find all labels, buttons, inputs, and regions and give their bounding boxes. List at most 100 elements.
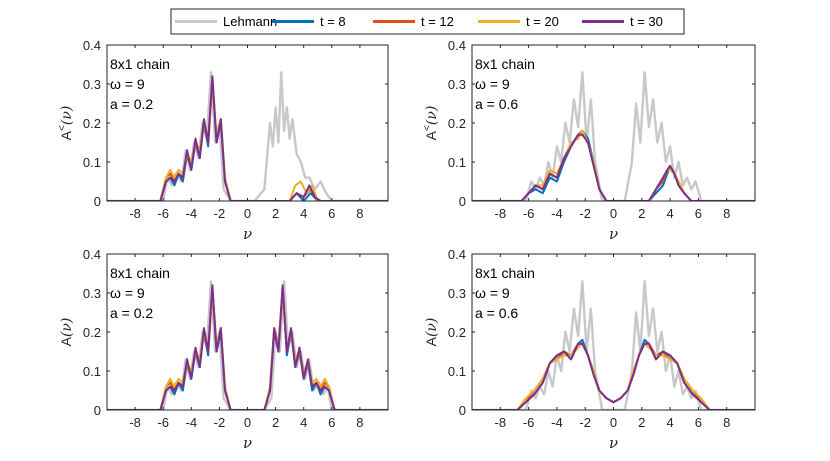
y-tick-label: 0.2 bbox=[83, 116, 101, 131]
y-axis-label-arg: (ν) bbox=[59, 318, 75, 337]
legend-entry-lehmann: Lehmann bbox=[175, 14, 277, 29]
x-tick-label: 2 bbox=[272, 415, 279, 430]
annotation-omega: ω = 9 bbox=[110, 285, 145, 301]
y-tick-label: 0.3 bbox=[448, 77, 466, 92]
annotation-system: 8x1 chain bbox=[110, 265, 170, 281]
x-axis-label: ν bbox=[243, 434, 252, 452]
annotation-system: 8x1 chain bbox=[110, 56, 170, 72]
x-axis-label: ν bbox=[609, 434, 618, 452]
y-axis-label-main: A bbox=[58, 130, 74, 140]
y-tick-label: 0.4 bbox=[448, 38, 466, 53]
series-line-t-20 bbox=[107, 292, 388, 410]
series-line-t-30 bbox=[107, 284, 388, 410]
y-axis-label: A<(ν) bbox=[422, 106, 440, 141]
y-tick-label: 0 bbox=[459, 403, 466, 418]
series-line-t-30 bbox=[472, 342, 755, 410]
x-tick-label: 8 bbox=[723, 206, 730, 221]
y-axis-label: A<(ν) bbox=[57, 106, 75, 141]
series-line-lehmann bbox=[107, 71, 388, 201]
x-tick-label: -2 bbox=[214, 206, 226, 221]
y-axis-label-sup: < bbox=[57, 125, 68, 131]
plot-area-top-right bbox=[472, 45, 755, 201]
x-tick-label: 4 bbox=[666, 206, 673, 221]
y-tick-label: 0.2 bbox=[83, 325, 101, 340]
x-tick-label: -6 bbox=[157, 206, 169, 221]
panel-top-right: -8 -6 -4 -2 0 2 4 6 8 0 0.1 0.2 0.3 0.4 ν A<(ν) 8x1 chai… bbox=[422, 38, 756, 243]
plot-area-bottom-left bbox=[107, 254, 388, 410]
y-tick-label: 0 bbox=[94, 194, 101, 209]
annotation-omega: ω = 9 bbox=[110, 76, 145, 92]
legend-label-lehmann: Lehmann bbox=[223, 14, 277, 29]
x-tick-label: 0 bbox=[610, 206, 617, 221]
y-axis-label-main: A bbox=[423, 336, 439, 346]
y-tick-label: 0.1 bbox=[83, 155, 101, 170]
x-tick-label: 4 bbox=[300, 206, 307, 221]
series-group-bottom-right bbox=[472, 280, 755, 410]
x-axis-label: ν bbox=[609, 225, 618, 243]
series-line-t-8 bbox=[107, 288, 388, 410]
x-tick-label: -4 bbox=[186, 415, 198, 430]
legend-label-t-8: t = 8 bbox=[320, 14, 346, 29]
x-tick-label: 8 bbox=[356, 206, 363, 221]
legend-label-t-30: t = 30 bbox=[630, 14, 663, 29]
legend: Lehmann t = 8 t = 12 t = 20 t = 30 bbox=[170, 8, 685, 35]
y-tick-label: 0 bbox=[94, 403, 101, 418]
y-tick-label: 0.2 bbox=[448, 325, 466, 340]
panel-bottom-right: -8 -6 -4 -2 0 2 4 6 8 0 0.1 0.2 0.3 0.4 ν A(ν) 8x1 chain… bbox=[423, 247, 756, 452]
x-tick-label: -8 bbox=[495, 206, 507, 221]
x-tick-label: -8 bbox=[495, 415, 507, 430]
annotation-a-value: a = 0.2 bbox=[110, 96, 153, 112]
annotation-a-value: a = 0.2 bbox=[110, 305, 153, 321]
x-tick-label: -2 bbox=[579, 415, 591, 430]
series-line-t-30 bbox=[107, 75, 388, 201]
y-axis-label-arg: (ν) bbox=[424, 318, 440, 337]
x-tick-label: 4 bbox=[666, 415, 673, 430]
x-tick-label: -2 bbox=[579, 206, 591, 221]
x-tick-label: 6 bbox=[328, 206, 335, 221]
legend-label-t-20: t = 20 bbox=[526, 14, 559, 29]
annotation-a-value: a = 0.6 bbox=[475, 96, 518, 112]
x-tick-label: -4 bbox=[551, 206, 563, 221]
x-axis-label: ν bbox=[243, 225, 252, 243]
x-tick-label: -8 bbox=[129, 415, 141, 430]
plot-area-bottom-right bbox=[472, 254, 755, 410]
y-tick-label: 0.3 bbox=[83, 286, 101, 301]
x-tick-label: 0 bbox=[244, 415, 251, 430]
y-axis-label-sup: < bbox=[422, 125, 433, 131]
y-tick-label: 0.4 bbox=[83, 247, 101, 262]
x-tick-label: -4 bbox=[186, 206, 198, 221]
x-tick-label: 2 bbox=[272, 206, 279, 221]
panel-bottom-left: -8 -6 -4 -2 0 2 4 6 8 0 0.1 0.2 0.3 0.4 ν A(ν) 8x1 chain… bbox=[58, 247, 389, 452]
annotation-omega: ω = 9 bbox=[475, 285, 510, 301]
y-tick-label: 0.3 bbox=[448, 286, 466, 301]
y-tick-label: 0.1 bbox=[448, 364, 466, 379]
y-axis-label-main: A bbox=[423, 130, 439, 140]
x-tick-label: -8 bbox=[129, 206, 141, 221]
series-line-lehmann bbox=[472, 71, 755, 201]
x-tick-label: -2 bbox=[214, 415, 226, 430]
y-tick-label: 0.1 bbox=[448, 155, 466, 170]
legend-entry-t-12: t = 12 bbox=[373, 14, 454, 29]
y-axis-label: A(ν) bbox=[58, 318, 75, 347]
x-tick-label: 2 bbox=[638, 206, 645, 221]
y-tick-label: 0.4 bbox=[448, 247, 466, 262]
x-tick-label: 6 bbox=[695, 415, 702, 430]
series-group-top-left bbox=[107, 71, 388, 201]
legend-entry-t-30: t = 30 bbox=[582, 14, 663, 29]
x-tick-label: -4 bbox=[551, 415, 563, 430]
series-line-lehmann bbox=[472, 280, 755, 410]
x-tick-label: 4 bbox=[300, 415, 307, 430]
legend-label-t-12: t = 12 bbox=[421, 14, 454, 29]
x-tick-label: 6 bbox=[328, 415, 335, 430]
y-tick-label: 0.4 bbox=[83, 38, 101, 53]
legend-entry-t-20: t = 20 bbox=[478, 14, 559, 29]
plot-area-top-left bbox=[107, 45, 388, 201]
x-tick-label: 0 bbox=[244, 206, 251, 221]
y-axis-label-arg: (ν) bbox=[424, 106, 440, 125]
y-axis-label-main: A bbox=[58, 336, 74, 346]
x-tick-label: -6 bbox=[523, 415, 535, 430]
x-tick-label: 8 bbox=[723, 415, 730, 430]
y-axis-label: A(ν) bbox=[423, 318, 440, 347]
panel-top-left: -8 -6 -4 -2 0 2 4 6 8 0 0.1 0.2 0.3 0.4 ν A<(ν) 8x1 chai… bbox=[57, 38, 389, 243]
